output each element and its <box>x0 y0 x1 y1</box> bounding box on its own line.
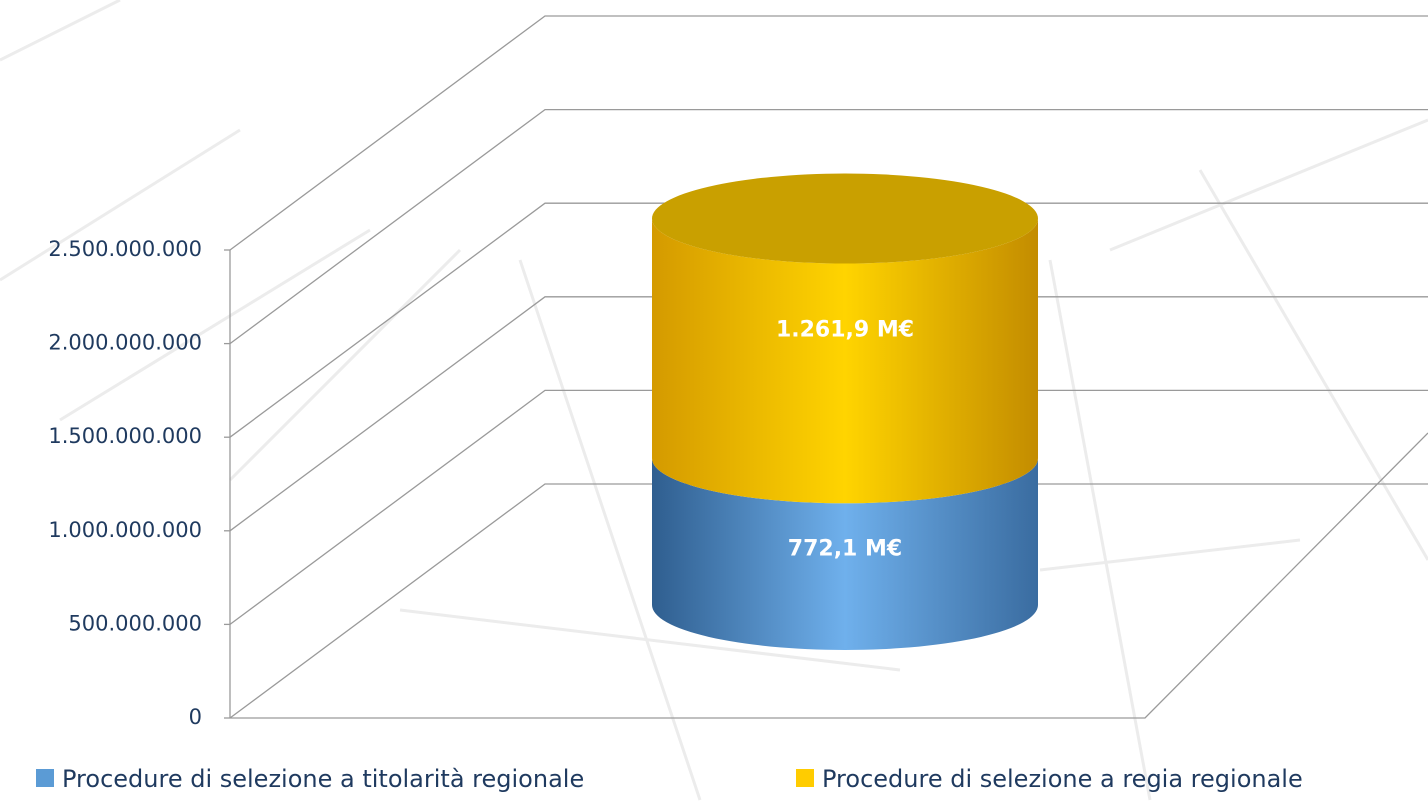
value-label: 772,1 M€ <box>788 537 902 562</box>
y-tick-label: 1.000.000.000 <box>48 518 202 542</box>
chart: 0 500.000.000 1.000.000.000 1.500.000.000 2.… <box>0 0 1428 804</box>
y-tick-label: 0 <box>189 705 202 729</box>
cylinder-top <box>652 174 1038 264</box>
y-tick-label: 1.500.000.000 <box>48 424 202 448</box>
legend-swatch <box>36 769 54 787</box>
legend-label: Procedure di selezione a regia regionale <box>822 765 1303 793</box>
value-label: 1.261,9 M€ <box>776 317 914 342</box>
y-tick-label: 2.000.000.000 <box>48 331 202 355</box>
legend-label: Procedure di selezione a titolarità regi… <box>62 765 584 793</box>
y-tick-label: 2.500.000.000 <box>48 237 202 261</box>
legend: Procedure di selezione a titolarità regi… <box>36 765 1303 793</box>
y-tick-label: 500.000.000 <box>68 611 202 635</box>
legend-swatch <box>796 769 814 787</box>
plot-area: 0 500.000.000 1.000.000.000 1.500.000.000 2.… <box>48 16 1428 729</box>
